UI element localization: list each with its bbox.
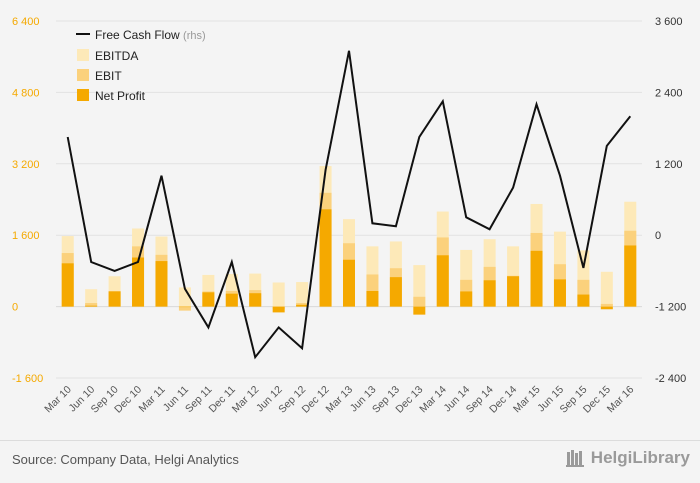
- legend-ebitda-label: EBITDA: [95, 49, 138, 63]
- net-profit-bar: [202, 292, 215, 307]
- ebitda-bar: [85, 289, 98, 307]
- net-profit-bar: [530, 250, 543, 307]
- legend: Free Cash Flow (rhs) EBITDA EBIT Net Profit: [76, 28, 206, 103]
- legend-net-profit-label: Net Profit: [95, 89, 146, 103]
- ebitda-bar: [600, 271, 613, 307]
- bars: [61, 166, 637, 315]
- legend-ebit-swatch: [77, 69, 89, 81]
- right-axis-ticks: 3 600 2 400 1 200 0 -1 200 -2 400: [655, 16, 686, 385]
- x-tick-label: Mar 15: [511, 384, 543, 416]
- ebitda-bar: [296, 282, 309, 307]
- x-tick-label: Mar 14: [417, 384, 449, 416]
- right-tick-label: 1 200: [655, 159, 683, 171]
- left-tick-label: 3 200: [12, 159, 40, 171]
- left-tick-label: 6 400: [12, 16, 40, 28]
- net-profit-bar: [413, 306, 426, 315]
- right-tick-label: -2 400: [655, 373, 686, 385]
- footer: Source: Company Data, Helgi Analytics He…: [0, 440, 700, 483]
- ebit-bar: [600, 303, 613, 307]
- net-profit-bar: [600, 306, 613, 310]
- net-profit-bar: [577, 294, 590, 307]
- ebit-bar: [178, 306, 191, 311]
- right-tick-label: 3 600: [655, 16, 683, 28]
- legend-ebitda-swatch: [77, 49, 89, 61]
- right-tick-label: 2 400: [655, 87, 683, 99]
- ebit-bar: [85, 303, 98, 307]
- left-axis-ticks: 6 400 4 800 3 200 1 600 0 -1 600: [12, 16, 43, 385]
- net-profit-bar: [108, 291, 121, 307]
- net-profit-bar: [178, 306, 191, 308]
- net-profit-bar: [436, 255, 449, 307]
- legend-ebit-label: EBIT: [95, 69, 122, 83]
- legend-net-profit-swatch: [77, 89, 89, 101]
- free-cash-flow-line: [66, 50, 632, 360]
- net-profit-bar: [85, 305, 98, 307]
- right-tick-label: -1 200: [655, 302, 686, 314]
- library-icon: [565, 450, 584, 467]
- right-tick-label: 0: [655, 230, 661, 242]
- net-profit-bar: [389, 277, 402, 307]
- chart: 6 400 4 800 3 200 1 600 0 -1 600 3 600 2 400 1 …: [12, 16, 686, 416]
- net-profit-bar: [483, 280, 496, 307]
- left-tick-label: -1 600: [12, 373, 43, 385]
- net-profit-bar: [296, 304, 309, 307]
- brand-logo[interactable]: HelgiLibrary: [565, 448, 690, 468]
- left-tick-label: 0: [12, 302, 18, 314]
- ebitda-bar: [413, 265, 426, 307]
- net-profit-bar: [155, 261, 168, 307]
- x-tick-label: Mar 10: [42, 384, 74, 416]
- net-profit-bar: [272, 306, 285, 313]
- ebitda-bar: [272, 282, 285, 307]
- net-profit-bar: [366, 290, 379, 307]
- net-profit-bar: [225, 293, 238, 307]
- ebit-bar: [413, 296, 426, 307]
- net-profit-bar: [319, 209, 332, 307]
- net-profit-bar: [507, 276, 520, 307]
- net-profit-bar: [343, 259, 355, 307]
- net-profit-bar: [624, 245, 637, 307]
- fcf-line-group: [66, 50, 632, 360]
- left-tick-label: 1 600: [12, 230, 40, 242]
- net-profit-bar: [553, 279, 566, 307]
- grid: [56, 20, 642, 379]
- source-text: Source: Company Data, Helgi Analytics: [12, 452, 239, 467]
- legend-fcf-label: Free Cash Flow (rhs): [95, 28, 206, 42]
- x-tick-label: Mar 16: [605, 384, 637, 416]
- net-profit-bar: [249, 293, 262, 307]
- x-tick-label: Mar 13: [324, 384, 356, 416]
- legend-rhs-note: (rhs): [183, 30, 206, 42]
- left-tick-label: 4 800: [12, 87, 40, 99]
- x-tick-label: Mar 12: [230, 384, 262, 416]
- net-profit-bar: [460, 291, 473, 307]
- net-profit-bar: [132, 257, 145, 307]
- x-tick-label: Mar 11: [137, 384, 168, 415]
- brand-name: HelgiLibrary: [590, 448, 690, 467]
- net-profit-bar: [61, 263, 74, 307]
